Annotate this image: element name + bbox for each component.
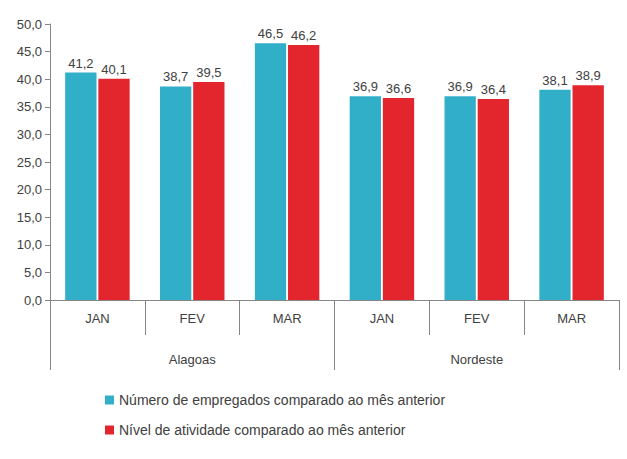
svg-text:36,9: 36,9 bbox=[448, 79, 473, 94]
svg-text:15,0: 15,0 bbox=[17, 210, 42, 225]
svg-text:46,2: 46,2 bbox=[291, 28, 316, 43]
svg-text:FEV: FEV bbox=[180, 311, 206, 326]
svg-text:JAN: JAN bbox=[85, 311, 110, 326]
svg-text:35,0: 35,0 bbox=[17, 99, 42, 114]
svg-text:45,0: 45,0 bbox=[17, 44, 42, 59]
svg-text:Nordeste: Nordeste bbox=[450, 352, 503, 367]
svg-text:38,7: 38,7 bbox=[163, 69, 188, 84]
svg-text:5,0: 5,0 bbox=[24, 265, 42, 280]
svg-text:Nível de atividade comparado a: Nível de atividade comparado ao mês ante… bbox=[119, 422, 406, 438]
svg-text:36,6: 36,6 bbox=[386, 81, 411, 96]
svg-text:FEV: FEV bbox=[464, 311, 490, 326]
svg-text:0,0: 0,0 bbox=[24, 293, 42, 308]
svg-text:30,0: 30,0 bbox=[17, 127, 42, 142]
svg-text:10,0: 10,0 bbox=[17, 237, 42, 252]
svg-text:38,9: 38,9 bbox=[576, 68, 601, 83]
svg-text:JAN: JAN bbox=[370, 311, 395, 326]
svg-text:38,1: 38,1 bbox=[542, 73, 567, 88]
svg-text:40,0: 40,0 bbox=[17, 72, 42, 87]
svg-text:Alagoas: Alagoas bbox=[169, 352, 216, 367]
svg-text:41,2: 41,2 bbox=[68, 56, 93, 71]
svg-text:36,9: 36,9 bbox=[353, 79, 378, 94]
svg-text:36,4: 36,4 bbox=[481, 82, 506, 97]
svg-text:MAR: MAR bbox=[557, 311, 586, 326]
svg-text:Número de empregados comparado: Número de empregados comparado ao mês an… bbox=[119, 392, 445, 408]
svg-text:50,0: 50,0 bbox=[17, 17, 42, 32]
svg-text:20,0: 20,0 bbox=[17, 182, 42, 197]
svg-text:25,0: 25,0 bbox=[17, 155, 42, 170]
svg-text:46,5: 46,5 bbox=[258, 26, 283, 41]
svg-text:40,1: 40,1 bbox=[101, 62, 126, 77]
svg-text:39,5: 39,5 bbox=[196, 65, 221, 80]
svg-text:MAR: MAR bbox=[273, 311, 302, 326]
